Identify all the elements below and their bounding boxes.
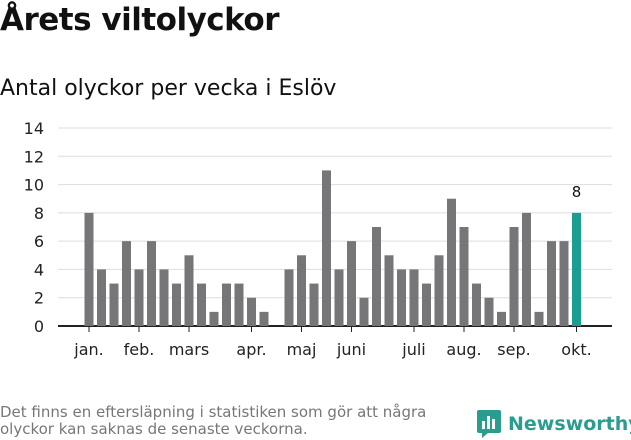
bar: [259, 311, 269, 326]
bar: [209, 311, 219, 326]
bar: [309, 283, 319, 326]
bar: [172, 283, 181, 326]
footnote: Det finns en eftersläpning i statistiken…: [0, 403, 427, 438]
bar: [247, 297, 256, 326]
x-tick-label: mars: [169, 340, 209, 359]
bar: [97, 269, 106, 326]
y-tick-label: 12: [24, 147, 44, 166]
bar: [547, 241, 556, 326]
bar: [522, 212, 531, 326]
bar: [109, 283, 119, 326]
y-tick-label: 0: [34, 317, 44, 336]
brand-name: Newsworthy: [508, 413, 631, 435]
bar: [497, 311, 506, 326]
bar: [372, 227, 381, 326]
x-tick-label: feb.: [124, 340, 155, 359]
chart-subtitle: Antal olyckor per vecka i Eslöv: [0, 76, 337, 101]
bar: [409, 269, 419, 326]
bars: 8: [84, 170, 582, 326]
bar: [472, 283, 481, 326]
bar: [334, 269, 344, 326]
y-tick-label: 4: [34, 260, 44, 279]
x-axis-ticks: jan. feb. mars apr. maj juni juli aug. sep. okt.: [73, 326, 592, 359]
bar: [234, 283, 244, 326]
newsworthy-logo: Newsworthy: [476, 408, 631, 440]
bar-value-label: 8: [572, 183, 582, 201]
x-tick-label: okt.: [561, 340, 591, 359]
y-tick-label: 14: [24, 119, 44, 138]
x-tick-label: sep.: [497, 340, 530, 359]
newsworthy-logo-icon: [477, 410, 501, 438]
x-tick-label: juni: [336, 340, 366, 359]
x-tick-label: aug.: [446, 340, 481, 359]
y-axis-ticks: 0 2 4 6 8 10 12 14: [24, 119, 44, 336]
bar: [397, 269, 406, 326]
bar: [447, 198, 456, 326]
bar: [284, 269, 294, 326]
bar: [297, 255, 306, 326]
bar: [459, 227, 469, 326]
y-tick-label: 10: [24, 176, 44, 195]
y-tick-label: 2: [34, 289, 44, 308]
y-tick-label: 6: [34, 232, 44, 251]
bar: [434, 255, 444, 326]
bar: [347, 241, 356, 326]
bar: [197, 283, 206, 326]
bar: [159, 269, 169, 326]
bar: [122, 241, 131, 326]
bar-chart: 0 2 4 6 8 10 12 14 8 jan. feb. mars apr. maj juni jul…: [24, 119, 612, 359]
bar: [147, 241, 156, 326]
bar: [184, 255, 194, 326]
bar-highlight: [572, 212, 581, 326]
bar: [134, 269, 144, 326]
bar: [359, 297, 369, 326]
x-tick-label: apr.: [236, 340, 266, 359]
x-tick-label: jan.: [73, 340, 103, 359]
bar: [422, 283, 431, 326]
bar: [384, 255, 394, 326]
bar: [84, 212, 94, 326]
x-tick-label: maj: [287, 340, 317, 359]
chart-title: Årets viltolyckor: [0, 2, 280, 38]
bar: [222, 283, 231, 326]
bar: [322, 170, 331, 326]
bar: [509, 227, 519, 326]
bar: [484, 297, 494, 326]
x-tick-label: juli: [401, 340, 425, 359]
bar: [559, 241, 569, 326]
bar: [534, 311, 544, 326]
y-tick-label: 8: [34, 204, 44, 223]
